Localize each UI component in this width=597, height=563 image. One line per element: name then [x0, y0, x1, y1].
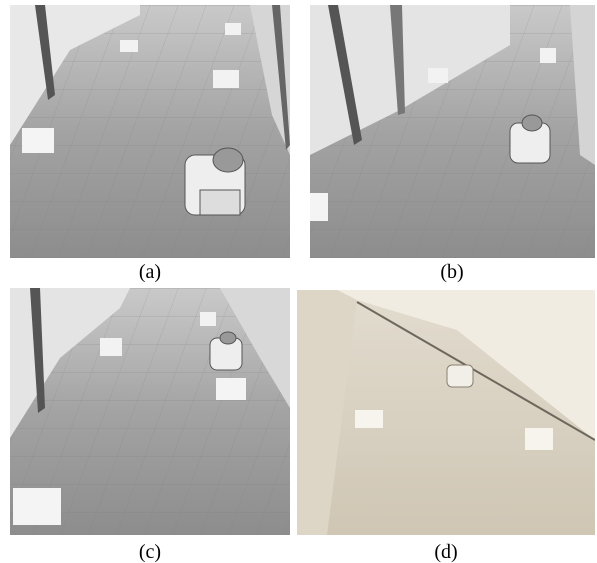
photo	[10, 5, 290, 258]
photo	[10, 288, 290, 535]
caption: (c)	[110, 542, 190, 562]
figure: (a) (b) (c)	[0, 0, 597, 563]
caption: (a)	[110, 262, 190, 282]
photo	[297, 290, 595, 535]
photo	[310, 5, 595, 258]
caption: (b)	[412, 262, 492, 282]
caption: (d)	[406, 542, 486, 562]
